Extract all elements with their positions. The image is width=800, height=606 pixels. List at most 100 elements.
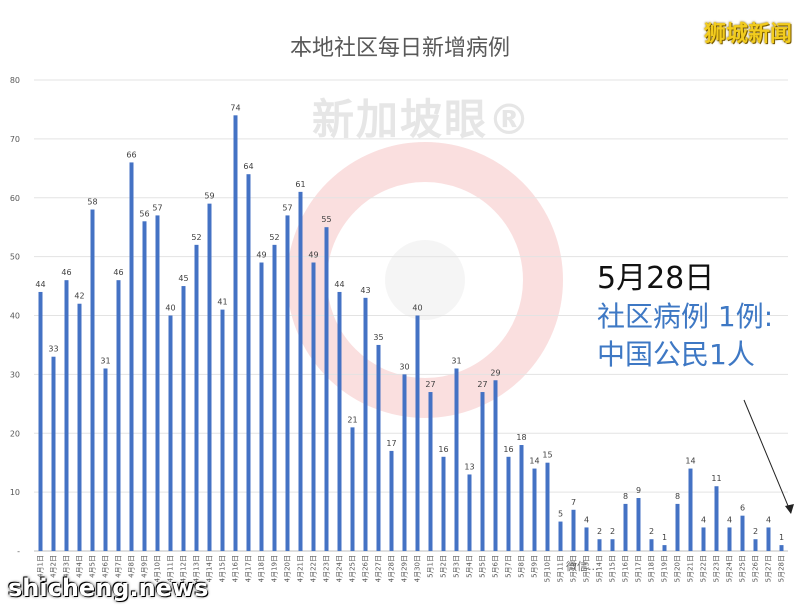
bar (597, 539, 602, 551)
bar-value-label: 2 (649, 527, 654, 536)
bar (272, 244, 277, 551)
bar (454, 368, 459, 551)
y-tick-label: - (17, 547, 20, 556)
brand-logo: 狮城新闻 (703, 22, 792, 47)
bar-value-label: 2 (753, 527, 758, 536)
bar (779, 545, 784, 551)
x-axis-ticks: 4月1日 4月2日 4月3日 4月4日 4月5日 4月6日 4月7日 4月8日 4月9日 4月10… (37, 555, 786, 582)
x-tick-label: 4月17日 (245, 555, 253, 582)
y-tick-label: 70 (10, 135, 20, 144)
bar-value-label: 21 (347, 415, 357, 424)
bar-value-label: 1 (662, 533, 667, 542)
callout-line-1: 社区病例 1例: (597, 300, 774, 333)
bar (649, 539, 654, 551)
bar-value-label: 13 (464, 462, 474, 471)
x-tick-label: 5月21日 (687, 555, 695, 582)
x-tick-label: 4月5日 (89, 555, 97, 578)
x-tick-label: 5月25日 (739, 555, 747, 582)
bar-value-label: 27 (425, 380, 435, 389)
x-tick-label: 4月6日 (102, 555, 110, 578)
x-tick-label: 4月27日 (375, 555, 383, 582)
bar-value-label: 45 (178, 274, 188, 283)
bar-value-label: 4 (727, 515, 732, 524)
y-tick-label: 30 (10, 370, 20, 379)
bar-value-label: 31 (100, 356, 110, 365)
bar (64, 280, 69, 551)
bar (610, 539, 615, 551)
bar (298, 191, 303, 552)
bar (168, 315, 173, 551)
bar-value-label: 52 (191, 233, 201, 242)
x-tick-label: 4月10日 (154, 555, 162, 582)
x-tick-label: 4月2日 (50, 555, 58, 578)
bar (467, 474, 472, 551)
bar (545, 462, 550, 551)
bar (753, 539, 758, 551)
bar-value-label: 1 (779, 533, 784, 542)
x-tick-label: 4月23日 (323, 555, 331, 582)
x-tick-label: 5月9日 (531, 555, 539, 578)
bar (740, 515, 745, 551)
x-tick-label: 5月17日 (635, 555, 643, 582)
bar (129, 162, 134, 552)
x-tick-label: 5月28日 (778, 555, 786, 582)
site-watermark: shicheng.news (8, 574, 209, 602)
bar-value-label: 59 (204, 192, 214, 201)
x-tick-label: 4月20日 (284, 555, 292, 582)
x-tick-label: 4月18日 (258, 555, 266, 582)
x-tick-label: 4月3日 (63, 555, 71, 578)
bar (415, 315, 420, 551)
bar-value-label: 31 (451, 356, 461, 365)
x-tick-label: 5月12日 (570, 555, 578, 582)
bar (506, 456, 511, 551)
bar-value-label: 44 (35, 280, 45, 289)
x-tick-label: 5月15日 (609, 555, 617, 582)
bar (402, 374, 407, 551)
bar-value-label: 18 (516, 433, 526, 442)
bar (532, 468, 537, 551)
x-tick-label: 4月25日 (349, 555, 357, 582)
bar (636, 498, 641, 551)
bar (441, 456, 446, 551)
y-tick-label: 40 (10, 312, 20, 321)
bar (142, 221, 147, 552)
y-tick-label: 80 (10, 76, 20, 85)
bar-value-label: 43 (360, 286, 370, 295)
x-tick-label: 5月24日 (726, 555, 734, 582)
bar-value-label: 8 (623, 492, 628, 501)
bar-value-label: 14 (685, 457, 695, 466)
x-tick-label: 5月6日 (492, 555, 500, 578)
x-tick-label: 5月11日 (557, 555, 565, 582)
x-tick-label: 4月12日 (180, 555, 188, 582)
bar-value-label: 74 (230, 103, 240, 112)
x-tick-label: 4月16日 (232, 555, 240, 582)
bar-value-label: 8 (675, 492, 680, 501)
bar (77, 303, 82, 551)
bar (675, 503, 680, 551)
x-tick-label: 4月28日 (388, 555, 396, 582)
bar (324, 227, 329, 551)
callout-line-2: 中国公民1人 (597, 338, 755, 371)
watermark-text: 新加坡眼® (312, 95, 533, 144)
y-tick-label: 10 (10, 488, 20, 497)
watermark-center (385, 240, 465, 320)
y-tick-label: 50 (10, 253, 20, 262)
bar-value-label: 35 (373, 333, 383, 342)
bar (220, 309, 225, 551)
x-tick-label: 4月8日 (128, 555, 136, 578)
x-tick-label: 5月16日 (622, 555, 630, 582)
bar (311, 262, 316, 551)
bar (389, 450, 394, 551)
bar-value-label: 46 (61, 268, 71, 277)
x-tick-label: 4月9日 (141, 555, 149, 578)
x-tick-label: 5月2日 (440, 555, 448, 578)
bar-value-label: 40 (412, 304, 422, 313)
x-tick-label: 5月22日 (700, 555, 708, 582)
bar (259, 262, 264, 551)
bar (623, 503, 628, 551)
bar (428, 392, 433, 551)
x-tick-label: 5月26日 (752, 555, 760, 582)
bar-value-label: 58 (87, 198, 97, 207)
x-tick-label: 4月21日 (297, 555, 305, 582)
